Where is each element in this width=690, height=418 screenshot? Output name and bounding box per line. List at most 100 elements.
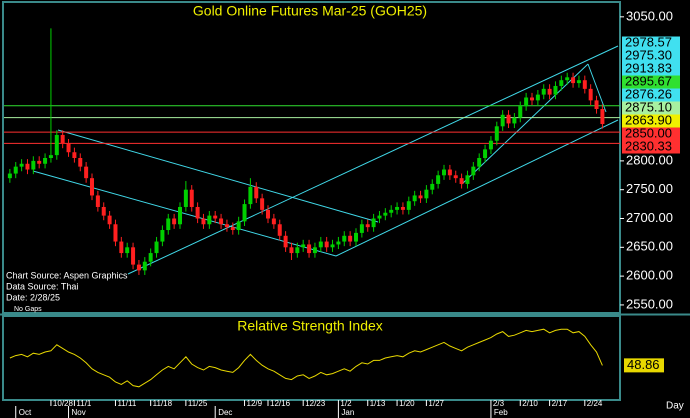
x-tick-label: 11/18: [153, 399, 173, 408]
candle-body: [418, 195, 423, 199]
candle-body: [494, 126, 499, 141]
price-panel: [2, 1, 621, 314]
candle-body: [359, 224, 364, 233]
candle-body: [101, 206, 106, 216]
candle-body: [183, 189, 188, 207]
candle-body: [90, 178, 94, 196]
candle-body: [131, 247, 136, 265]
trend-line: [57, 129, 379, 223]
level-label: 2850.00: [625, 125, 672, 140]
candle-body: [219, 218, 224, 225]
x-tick-label: 11/25: [188, 399, 208, 408]
candle-body: [424, 189, 429, 199]
candle-body: [31, 160, 36, 170]
level-label: 2913.83: [625, 60, 672, 75]
level-label: 2863.90: [625, 112, 672, 127]
annotation: Date: 2/28/25: [6, 292, 60, 302]
level-label-box: [622, 49, 680, 63]
candle-body: [266, 209, 270, 219]
candle-body: [160, 230, 165, 242]
x-tick-label: 1/27: [428, 399, 444, 408]
candle-body: [25, 163, 30, 170]
x-tick-label: 2/17: [552, 399, 568, 408]
x-tick-label: 12/23: [305, 399, 326, 408]
candle-body: [136, 264, 141, 271]
x-tick-label: 1/13: [370, 399, 386, 408]
trend-line: [335, 119, 619, 257]
candle-body: [336, 241, 341, 245]
x-tick-label: 1/20: [399, 399, 415, 408]
candle-body: [483, 149, 488, 158]
candle-body: [524, 97, 529, 107]
candle-body: [506, 114, 511, 124]
candle-body: [248, 186, 253, 205]
y-tick-label: 2550.00: [626, 296, 673, 311]
candle-body: [236, 221, 241, 231]
candle-body: [142, 261, 147, 271]
level-label-box: [622, 75, 680, 89]
candle-body: [547, 88, 552, 95]
candle-body: [207, 215, 212, 225]
rsi-line: [9, 328, 603, 388]
candle-body: [512, 117, 517, 124]
candle-body: [395, 206, 400, 210]
x-tick-label: 11/1: [76, 399, 92, 408]
candle-body: [324, 241, 329, 248]
candle-body: [453, 175, 458, 179]
candle-body: [307, 244, 312, 254]
candle-body: [576, 80, 581, 84]
rsi-panel: [2, 315, 621, 401]
level-label: 2895.67: [625, 73, 672, 88]
x-tick-label: 12/16: [270, 399, 291, 408]
x-tick-label: 10/28: [53, 399, 74, 408]
candle-body: [330, 244, 335, 248]
candle-body: [66, 143, 71, 153]
candle-body: [465, 175, 470, 184]
candle-body: [189, 189, 194, 207]
candle-body: [277, 224, 282, 236]
x-axis-label: Day: [666, 401, 684, 412]
annotation: No Gaps: [14, 306, 42, 313]
candle-body: [13, 166, 18, 174]
candle-body: [541, 88, 546, 95]
candle-body: [289, 247, 294, 254]
candle-body: [195, 206, 200, 219]
level-label: 2975.30: [625, 47, 672, 62]
level-label-box: [622, 88, 680, 102]
candle-body: [224, 224, 229, 228]
candle-body: [582, 80, 587, 89]
x-tick-label: 2/10: [522, 399, 538, 408]
candle-body: [166, 218, 171, 231]
candle-body: [54, 134, 59, 156]
candle-body: [201, 218, 206, 225]
candle-body: [301, 244, 306, 248]
rsi-label-box: [624, 358, 664, 373]
candle-body: [530, 97, 534, 101]
candle-body: [113, 224, 118, 242]
candle-body: [84, 166, 89, 179]
candle-body: [178, 206, 182, 225]
candle-body: [383, 212, 388, 216]
candle-body: [148, 253, 153, 262]
level-label: 2830.33: [625, 138, 672, 153]
candle-body: [354, 232, 358, 242]
level-label-box: [622, 114, 680, 128]
month-label: Nov: [72, 408, 86, 417]
x-tick-label: 12/9: [247, 399, 263, 408]
y-tick-label: 2800.00: [626, 152, 673, 167]
y-tick-label: 2700.00: [626, 210, 673, 225]
candle-body: [95, 195, 100, 207]
candle-body: [565, 77, 570, 81]
candle-body: [19, 163, 24, 167]
level-label-box: [622, 36, 680, 50]
candle-body: [348, 235, 353, 242]
candle-body: [477, 158, 482, 167]
candle-body: [60, 134, 65, 144]
candle-body: [365, 224, 370, 228]
level-label-box: [622, 140, 680, 154]
candle-body: [500, 114, 505, 127]
candle-body: [260, 198, 265, 210]
candle-body: [571, 77, 576, 84]
candle-body: [559, 80, 564, 86]
